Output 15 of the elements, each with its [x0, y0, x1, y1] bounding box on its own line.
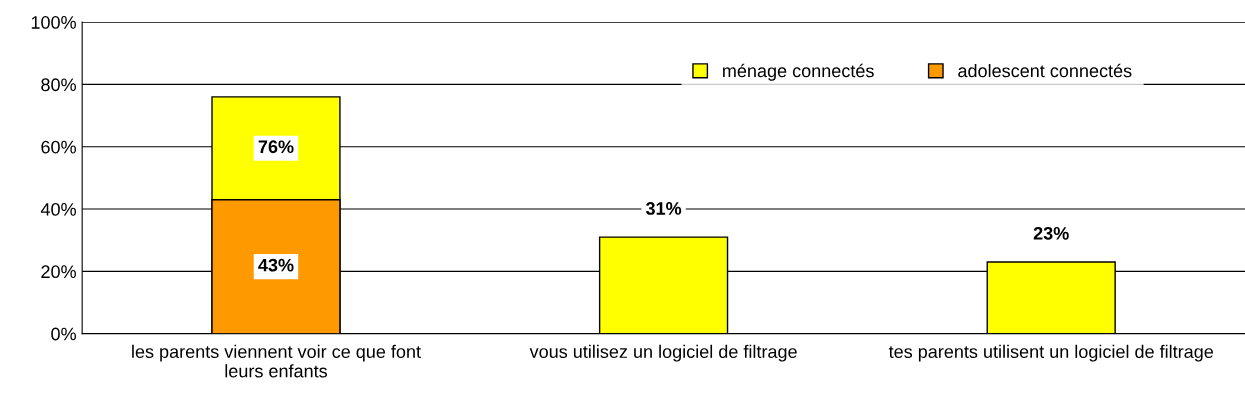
data-label: 43% — [258, 258, 294, 272]
y-tick-label: 20% — [41, 265, 76, 279]
x-tick-label: tes parents utilisent un logiciel de filtrage — [888, 344, 1213, 362]
x-tick-label: les parents viennent voir ce que font leurs enfants — [132, 344, 421, 378]
data-label: 31% — [645, 202, 682, 215]
y-tick-label: 60% — [41, 140, 76, 154]
data-label: 76% — [258, 140, 294, 154]
legend-label: adolescent connectés — [958, 63, 1132, 78]
legend-label: ménage connectés — [723, 63, 874, 81]
y-tick-label: 40% — [40, 202, 76, 216]
y-tick-label: 0% — [51, 327, 76, 341]
y-tick-label: 100% — [31, 16, 76, 29]
x-tick-label: vous utilisez un logiciel de filtrage — [529, 344, 797, 362]
data-label: 23% — [1033, 226, 1069, 240]
y-tick-label: 80% — [41, 78, 76, 92]
